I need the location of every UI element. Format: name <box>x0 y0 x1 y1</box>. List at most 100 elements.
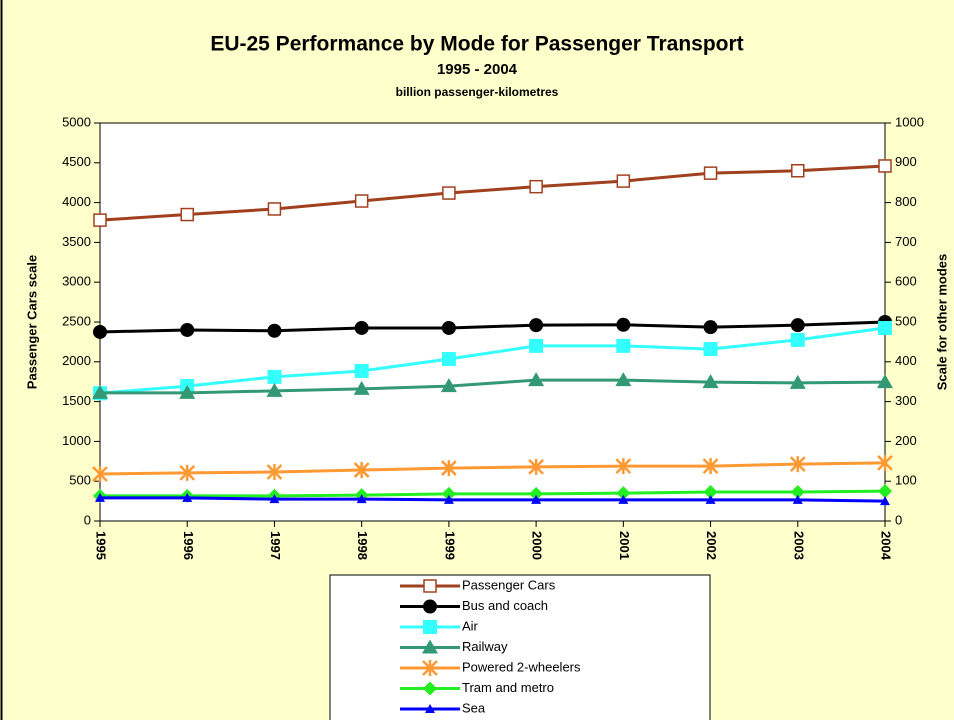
y2-tick-label: 200 <box>895 433 917 448</box>
data-point <box>878 320 892 335</box>
units-label: billion passenger-kilometres <box>396 85 559 99</box>
data-point <box>440 378 457 393</box>
data-point <box>354 320 369 335</box>
legend-label: Sea <box>462 700 486 715</box>
data-point <box>180 207 194 222</box>
y2-tick-label: 1000 <box>895 114 924 129</box>
chart-title: EU-25 Performance by Mode for Passenger … <box>210 33 743 56</box>
data-point <box>354 363 369 378</box>
series-line <box>100 496 886 503</box>
data-point <box>878 484 892 499</box>
legend-label: Tram and metro <box>462 680 554 695</box>
data-point <box>618 494 629 504</box>
data-point <box>528 372 545 387</box>
data-point <box>529 318 544 333</box>
y2-tick-label: 600 <box>895 274 917 289</box>
legend-marker <box>423 599 437 614</box>
y2-tick-label: 300 <box>895 393 917 408</box>
y-tick-label: 3000 <box>62 274 91 289</box>
data-point <box>93 324 107 339</box>
legend-marker <box>425 704 435 713</box>
legend-marker <box>423 579 437 593</box>
data-point <box>616 174 631 188</box>
data-point <box>616 338 631 353</box>
data-point <box>877 454 893 471</box>
data-point <box>792 494 803 504</box>
chart-subtitle: 1995 - 2004 <box>437 61 518 78</box>
y-tick-label: 5000 <box>62 114 91 129</box>
y-tick-label: 3500 <box>62 234 91 249</box>
data-point <box>529 338 544 353</box>
x-tick-label: 2004 <box>879 531 894 561</box>
data-point <box>616 486 631 501</box>
x-tick-label: 2001 <box>617 531 632 560</box>
legend-label: Passenger Cars <box>462 577 556 592</box>
x-tick-label: 1996 <box>181 531 196 560</box>
legend <box>329 574 711 720</box>
data-point <box>179 384 196 399</box>
data-point <box>702 458 719 475</box>
data-point <box>92 466 108 483</box>
data-point <box>179 464 196 481</box>
x-tick-label: 1997 <box>268 531 283 560</box>
data-point <box>353 462 370 479</box>
y2-tick-label: 700 <box>895 234 917 249</box>
data-point <box>703 320 718 335</box>
legend-marker <box>422 639 438 654</box>
data-point <box>266 382 283 397</box>
data-point <box>880 496 890 506</box>
data-point <box>878 159 892 173</box>
legend-label: Air <box>462 618 479 633</box>
series-line <box>100 489 886 498</box>
data-point <box>354 194 369 208</box>
data-point <box>441 460 457 477</box>
data-point <box>703 342 718 357</box>
data-point <box>95 492 105 502</box>
y-axis-label: Passenger Cars scale <box>24 255 39 389</box>
data-point <box>790 318 805 333</box>
x-tick-label: 2000 <box>530 531 545 560</box>
data-point <box>529 179 543 194</box>
data-point <box>267 369 282 384</box>
y2-tick-label: 100 <box>895 473 917 488</box>
legend-marker <box>423 620 437 634</box>
y2-tick-label: 400 <box>895 353 917 368</box>
y2-tick-label: 800 <box>895 194 917 209</box>
y-tick-label: 2000 <box>62 353 91 368</box>
data-point <box>441 352 456 367</box>
x-tick-label: 2002 <box>704 531 719 560</box>
y-tick-label: 1500 <box>62 393 91 408</box>
y-tick-label: 4000 <box>62 194 91 209</box>
data-point <box>93 213 107 227</box>
legend-marker <box>423 681 437 696</box>
y2-tick-label: 0 <box>895 512 902 527</box>
legend-label: Railway <box>462 639 508 654</box>
data-point <box>790 332 805 347</box>
y-tick-label: 4500 <box>62 154 91 169</box>
y-tick-label: 500 <box>69 473 91 488</box>
y-tick-label: 2500 <box>62 313 91 328</box>
data-point <box>269 494 280 504</box>
data-point <box>705 494 716 504</box>
data-point <box>703 484 718 499</box>
data-point <box>180 322 195 337</box>
data-point <box>531 494 542 504</box>
data-point <box>441 320 456 335</box>
plot-area <box>99 122 886 522</box>
data-point <box>182 492 193 502</box>
series-line <box>99 320 886 334</box>
series-line <box>99 326 886 395</box>
y2-tick-label: 500 <box>895 313 917 328</box>
data-point <box>267 323 282 338</box>
data-point <box>267 202 282 216</box>
legend-label: Powered 2-wheelers <box>462 659 581 674</box>
data-point <box>789 374 806 389</box>
legend-marker <box>422 660 438 676</box>
legend-label: Bus and coach <box>462 598 548 613</box>
y-tick-label: 1000 <box>62 433 91 448</box>
data-point <box>442 186 456 200</box>
series-line <box>99 164 886 222</box>
series-line <box>100 378 886 395</box>
data-point <box>353 380 370 395</box>
